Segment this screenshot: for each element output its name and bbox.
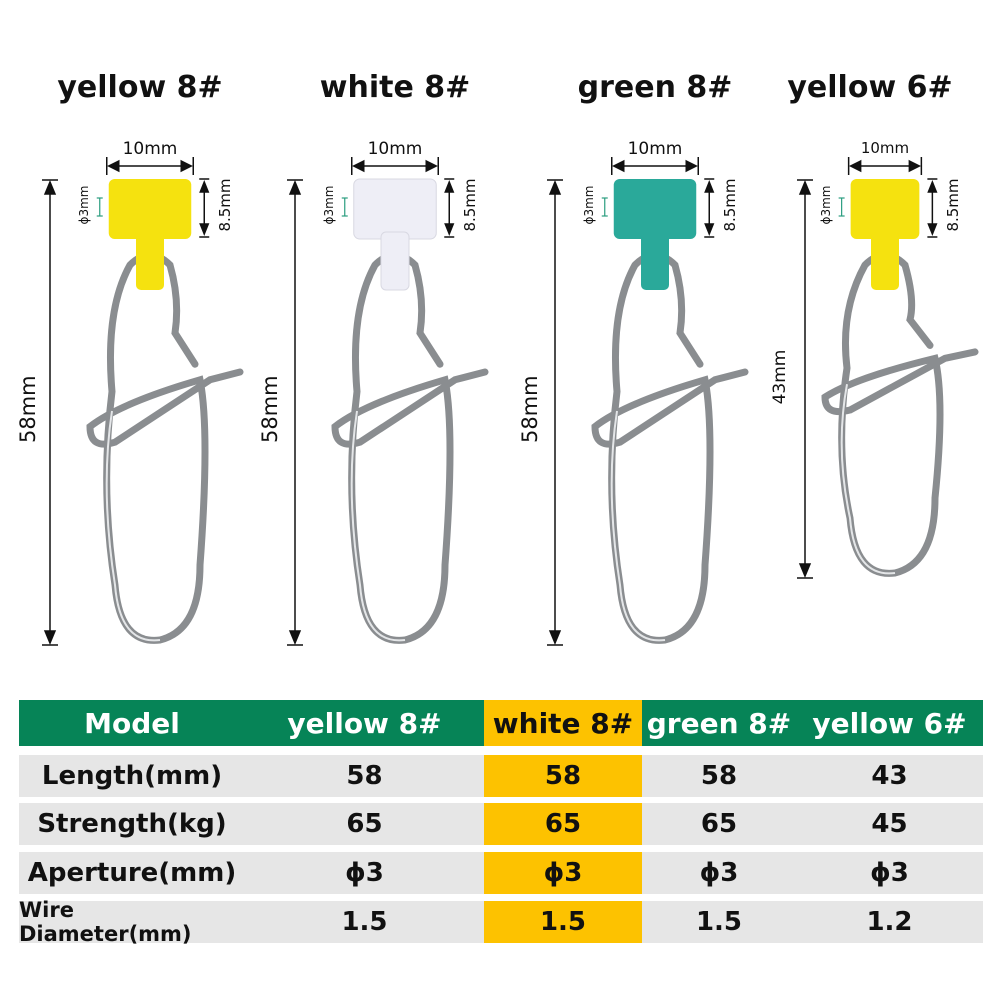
table-cell: 58 — [346, 761, 383, 791]
bead — [108, 179, 192, 290]
dimension-arrows — [42, 157, 210, 646]
row-label: Strength(kg) — [37, 809, 227, 839]
table-cell: ϕ3 — [699, 858, 739, 888]
table-cell: 1.5 — [341, 907, 388, 937]
table-cell: 1.5 — [695, 907, 743, 937]
snap-clip-illustration — [287, 157, 489, 646]
header-cell: yellow 8# — [287, 706, 442, 740]
bead — [353, 178, 437, 291]
hole-marker — [96, 197, 103, 217]
bead — [850, 179, 920, 290]
row-label: Wire Diameter(mm) — [19, 898, 192, 946]
table-cell: 45 — [871, 809, 908, 839]
table-cell: 1.5 — [484, 901, 642, 943]
width-label: 10mm — [860, 139, 910, 157]
table-row: Wire Diameter(mm) 1.5 1.5 1.5 1.2 — [19, 898, 983, 946]
snap-clip-illustration — [797, 157, 979, 579]
header-cell: green 8# — [646, 706, 792, 740]
table-cell: 43 — [871, 761, 908, 791]
hole-label: ϕ3mm — [818, 185, 833, 225]
table-header: Model yellow 8# white 8# green 8# yellow… — [19, 700, 983, 746]
table-cell: ϕ3 — [345, 858, 384, 888]
dimension-arrows — [797, 157, 938, 579]
table-cell: ϕ3 — [484, 852, 642, 894]
table-cell: 1.2 — [866, 907, 913, 937]
row-label: Aperture(mm) — [27, 858, 237, 888]
table-row: Aperture(mm) ϕ3 ϕ3 ϕ3 ϕ3 — [19, 852, 983, 894]
width-label: 10mm — [367, 139, 423, 159]
wire-highlight — [840, 384, 896, 575]
product-title: yellow 8# — [57, 70, 223, 105]
wire-highlight — [350, 410, 406, 642]
dimension-arrows — [287, 157, 455, 646]
table-row: Length(mm) 58 58 58 43 — [19, 755, 983, 797]
dimension-arrows — [547, 157, 715, 646]
width-label: 10mm — [627, 139, 683, 159]
hole-marker — [601, 197, 608, 217]
header-cell: Model — [84, 706, 180, 740]
header-cell: yellow 6# — [812, 706, 967, 740]
hole-marker — [341, 197, 348, 217]
table-cell: 65 — [346, 809, 383, 839]
table-cell: 58 — [484, 755, 642, 797]
product-title: white 8# — [319, 70, 471, 105]
header-cell: white 8# — [484, 700, 642, 746]
product-title: yellow 6# — [787, 70, 953, 105]
snap-clip-illustration — [547, 157, 749, 646]
wire-clip — [821, 251, 979, 577]
table-cell: 58 — [700, 761, 738, 791]
snap-clip-illustration — [42, 157, 244, 646]
height-label: 8.5mm — [944, 178, 963, 232]
table-cell: 65 — [484, 803, 642, 845]
width-label: 10mm — [122, 139, 178, 159]
wire-highlight — [105, 410, 161, 642]
table-row: Strength(kg) 65 65 65 45 — [19, 803, 983, 845]
product-title: green 8# — [577, 70, 733, 105]
row-label: Length(mm) — [41, 761, 223, 791]
table-cell: ϕ3 — [870, 858, 909, 888]
hole-marker — [838, 197, 845, 217]
bead — [613, 179, 697, 290]
wire-highlight — [610, 410, 666, 642]
length-label: 43mm — [770, 349, 790, 405]
table-cell: 65 — [700, 809, 738, 839]
